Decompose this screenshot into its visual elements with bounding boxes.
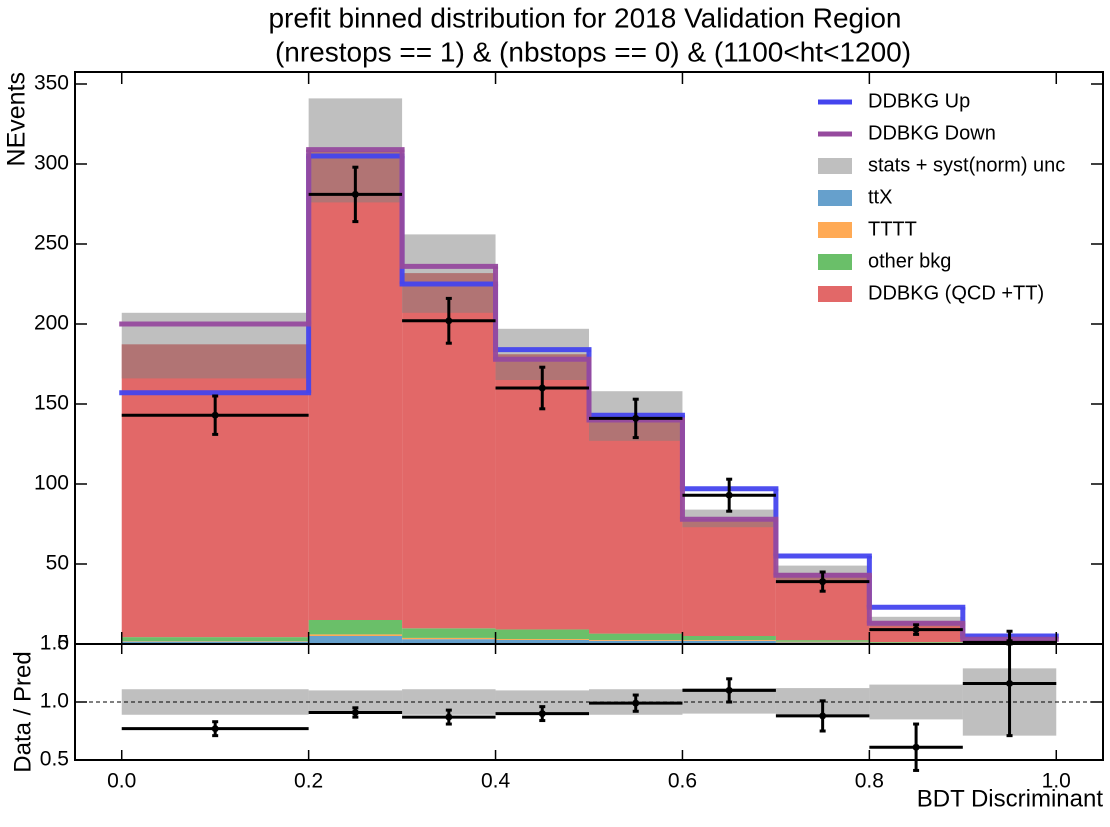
data-point: [913, 626, 920, 633]
legend-label: stats + syst(norm) unc: [868, 154, 1065, 176]
data-point: [352, 709, 359, 716]
stack-bar: [776, 640, 869, 642]
ratio-y-axis-label: Data / Pred: [9, 651, 36, 772]
stack-bar: [402, 628, 495, 638]
y-tick-label: 200: [34, 312, 69, 335]
stack-bar: [122, 344, 309, 637]
chart-subtitle: (nrestops == 1) & (nbstops == 0) & (1100…: [275, 36, 911, 67]
data-point: [352, 191, 359, 198]
x-tick-label: 0.8: [855, 770, 884, 793]
ratio-y-tick-label: 0.5: [40, 748, 69, 771]
legend-label: DDBKG Up: [868, 90, 970, 112]
stack-bar: [402, 638, 495, 639]
stack-bar: [496, 629, 589, 639]
ratio-y-tick-label: 1.5: [40, 632, 69, 655]
legend-swatch: [818, 286, 852, 302]
data-point: [445, 714, 452, 721]
y-tick-label: 50: [46, 552, 69, 575]
stack-bar: [682, 636, 775, 640]
chart-title: prefit binned distribution for 2018 Vali…: [268, 2, 901, 33]
stack-bar: [122, 637, 309, 641]
x-tick-label: 0.2: [294, 770, 323, 793]
data-point: [726, 687, 733, 694]
stack-bar: [776, 642, 869, 643]
stack-bar: [496, 639, 589, 640]
data-point: [819, 712, 826, 719]
legend-swatch: [818, 190, 852, 206]
x-axis-label: BDT Discriminant: [917, 785, 1104, 812]
y-axis-label: NEvents: [3, 72, 31, 166]
data-point: [539, 385, 546, 392]
y-tick-label: 150: [34, 392, 69, 415]
data-point: [539, 710, 546, 717]
data-point: [913, 744, 920, 751]
stack-bar: [309, 620, 402, 634]
legend-label: DDBKG Down: [868, 122, 996, 144]
y-tick-label: 100: [34, 472, 69, 495]
stack-bar: [682, 640, 775, 641]
legend-swatch: [818, 222, 852, 238]
stack-bar: [682, 519, 775, 636]
stack-bar: [589, 634, 682, 640]
legend-label: DDBKG (QCD +TT): [868, 282, 1044, 304]
y-tick-label: 350: [34, 72, 69, 95]
data-point: [819, 578, 826, 585]
data-point: [212, 412, 219, 419]
data-point: [632, 700, 639, 707]
stack-bar: [589, 419, 682, 633]
x-tick-label: 0.6: [668, 770, 697, 793]
data-point: [1006, 680, 1013, 687]
stack-bar: [309, 636, 402, 644]
stack-bar: [309, 634, 402, 636]
legend-label: TTTT: [868, 218, 917, 240]
y-tick-label: 250: [34, 232, 69, 255]
stack-bar: [589, 640, 682, 641]
legend-swatch: [818, 254, 852, 270]
data-point: [212, 725, 219, 732]
legend-label: ttX: [868, 186, 892, 208]
data-point: [726, 492, 733, 499]
data-point: [445, 317, 452, 324]
x-tick-label: 0.4: [481, 770, 511, 793]
stack-bar: [869, 642, 962, 643]
x-tick-label: 0.0: [107, 770, 136, 793]
legend-label: other bkg: [868, 250, 951, 272]
ratio-y-tick-label: 1.0: [40, 690, 69, 713]
x-tick-label: 1.0: [1042, 770, 1071, 793]
data-point: [632, 415, 639, 422]
y-tick-label: 300: [34, 152, 69, 175]
legend-swatch: [818, 158, 852, 174]
